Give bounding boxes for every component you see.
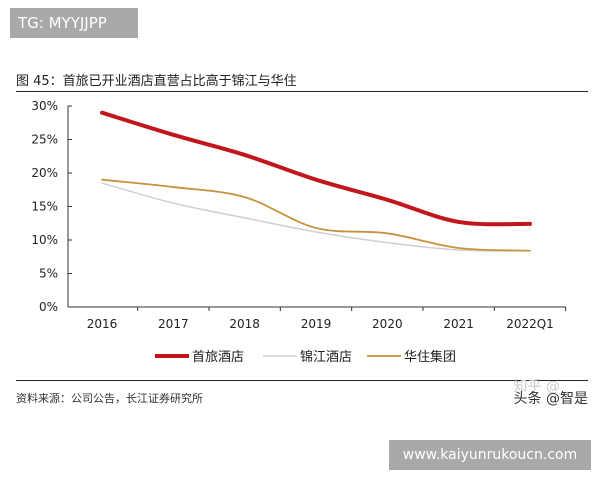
x-tick-label: 2018: [229, 317, 260, 331]
x-tick-label: 2021: [443, 317, 474, 331]
series-line-2: [101, 178, 531, 252]
series-line-0: [100, 110, 532, 227]
y-tick-label: 0%: [39, 300, 58, 314]
x-tick-label: 2016: [87, 317, 118, 331]
legend-label-2: 华住集团: [404, 349, 456, 365]
site-label: www.kaiyunrukoucn.com: [389, 440, 591, 470]
y-tick-label: 20%: [31, 166, 58, 180]
title-divider: [16, 91, 588, 92]
watermark: 头条 @智是: [513, 391, 588, 407]
legend-label-0: 首旅酒店: [192, 350, 244, 365]
y-tick-label: 5%: [39, 267, 58, 281]
source-divider: [16, 380, 588, 381]
source-note: 资料来源：公司公告，长江证券研究所: [16, 392, 203, 405]
figure-title: 图 45：首旅已开业酒店直营占比高于锦江与华住: [16, 74, 297, 89]
overlay-tag: TG: MYYJJPP: [10, 8, 138, 38]
y-tick-label: 30%: [31, 99, 58, 113]
x-tick-label: 2020: [372, 317, 403, 331]
legend-label-1: 锦江酒店: [300, 350, 352, 365]
line-chart: 0% 5% 10% 15% 20% 25% 30% 2016 2017 2018 2019 2020 2…: [31, 99, 567, 365]
x-tick-label: 2017: [158, 317, 189, 331]
y-tick-label: 10%: [31, 233, 58, 247]
watermark-faint: 知乎 @: [513, 379, 560, 395]
x-tick-label: 2019: [301, 317, 332, 331]
series-line-1: [101, 182, 531, 252]
y-tick-label: 15%: [31, 200, 58, 214]
x-tick-label: 2022Q1: [506, 317, 554, 331]
y-tick-label: 25%: [31, 133, 58, 147]
